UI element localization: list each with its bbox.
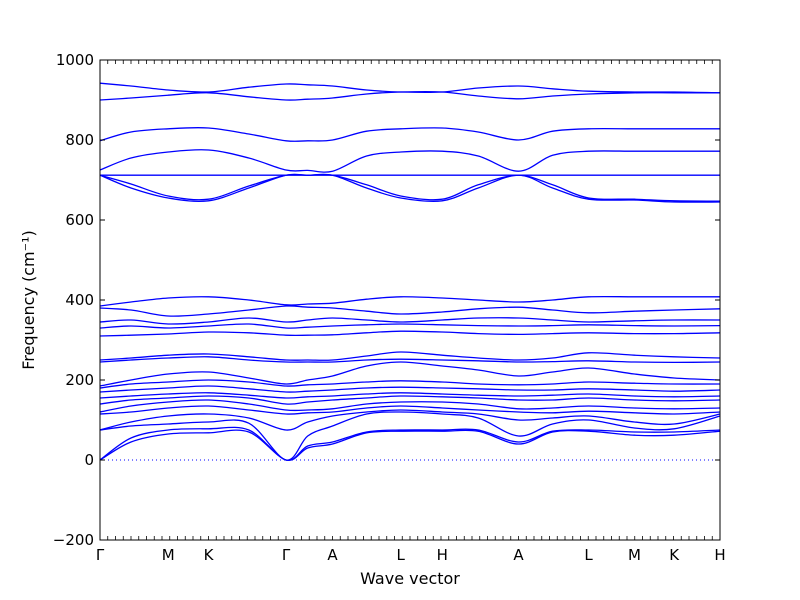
- y-tick-label: −200: [53, 531, 94, 549]
- y-tick-label: 200: [65, 371, 94, 389]
- x-tick-label: Γ: [96, 546, 105, 564]
- y-tick-label: 0: [84, 451, 94, 469]
- x-tick-label: K: [204, 546, 215, 564]
- x-tick-label: H: [437, 546, 448, 564]
- y-tick-label: 600: [65, 211, 94, 229]
- x-tick-label: L: [397, 546, 406, 564]
- band-line-16: [99, 317, 721, 325]
- band-line-17: [99, 305, 721, 317]
- band-line-1: [99, 429, 721, 462]
- band-line-24: [99, 90, 720, 101]
- band-line-8: [99, 392, 721, 399]
- band-line-18: [99, 295, 720, 307]
- y-axis-title: Frequency (cm⁻¹): [19, 230, 38, 369]
- band-line-10: [99, 379, 721, 389]
- band-line-13: [99, 351, 721, 361]
- band-line-3: [99, 411, 721, 461]
- band-line-9: [99, 385, 721, 393]
- y-tick-label: 400: [65, 291, 94, 309]
- y-tick-label: 800: [65, 131, 94, 149]
- band-line-4: [99, 409, 721, 431]
- band-line-11: [99, 361, 721, 387]
- y-axis-ticks: −200 0 200 400 600 800 1000: [53, 51, 720, 549]
- band-line-14: [99, 330, 721, 337]
- band-line-7: [99, 395, 721, 405]
- plot-area-frame: [99, 59, 721, 541]
- x-tick-label: K: [669, 546, 680, 564]
- y-tick-label: 1000: [56, 51, 94, 69]
- x-tick-label: L: [584, 546, 593, 564]
- band-line-19: [99, 173, 721, 203]
- x-tick-label: A: [327, 546, 338, 564]
- band-line-23: [99, 126, 720, 142]
- band-line-22: [99, 149, 720, 173]
- band-line-25: [99, 82, 721, 94]
- band-line-2: [99, 426, 721, 461]
- x-axis-title: Wave vector: [360, 569, 460, 588]
- band-line-5: [99, 405, 721, 415]
- x-tick-label: M: [628, 546, 641, 564]
- band-line-15: [99, 323, 721, 329]
- x-tick-label: M: [162, 546, 175, 564]
- band-line-20: [99, 173, 721, 202]
- x-tick-label: H: [714, 546, 725, 564]
- band-line-6: [99, 399, 721, 413]
- band-lines: [99, 82, 721, 462]
- band-line-12: [99, 356, 721, 364]
- x-tick-label: Γ: [282, 546, 291, 564]
- x-tick-label: A: [513, 546, 524, 564]
